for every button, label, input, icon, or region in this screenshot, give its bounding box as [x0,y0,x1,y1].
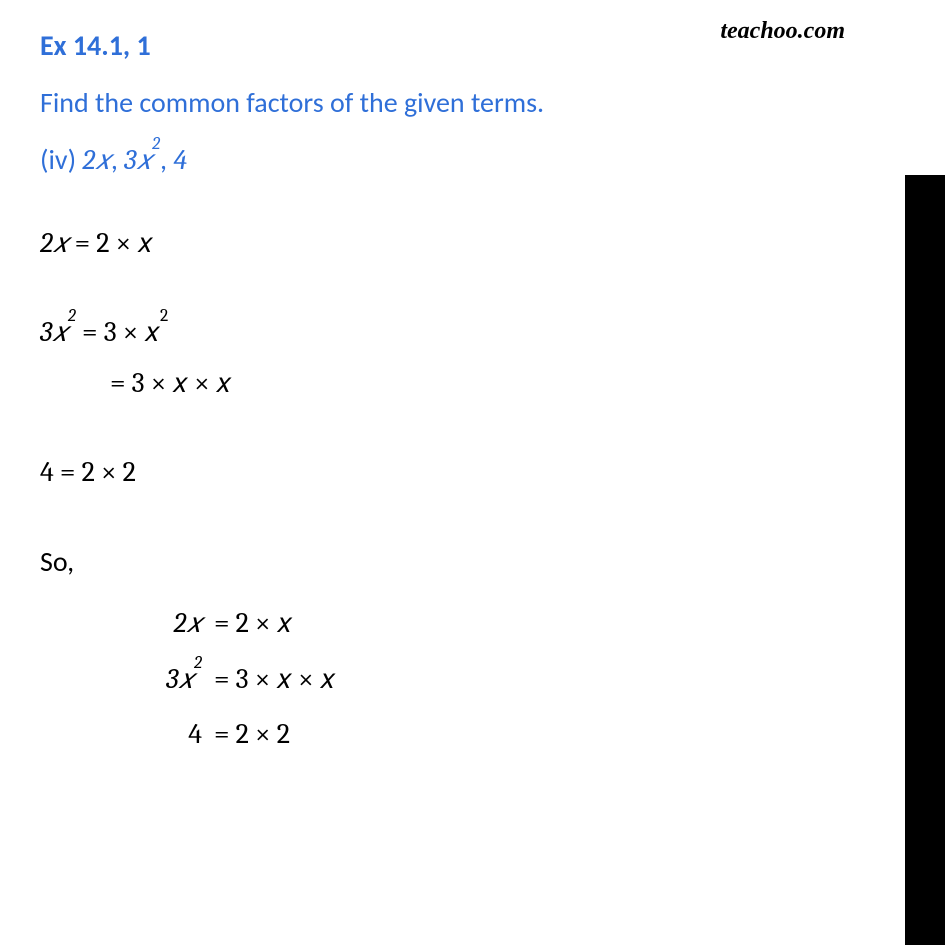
question-subpart: (iv) 2𝑥, 3𝑥2, 4 [40,142,865,177]
page-content: teachoo.com Ex 14.1, 1 Find the common f… [0,0,905,945]
summary-2-rhs: = 3 × 𝑥 × 𝑥 [208,663,335,696]
side-stripe [905,0,945,945]
factor-line-1: 2𝑥 = 2 × 𝑥 [40,227,865,260]
summary-3-lhs: 4 [128,718,208,750]
subpart-label: (iv) [40,142,82,177]
summary-row-1: 2𝑥 = 2 × 𝑥 [128,607,335,640]
factor-1-lhs: 2𝑥 [40,227,68,259]
summary-row-3: 4 = 2 × 2 [128,718,335,750]
factor-1-rhs: = 2 × 𝑥 [68,227,152,259]
summary-block: 2𝑥 = 2 × 𝑥 3𝑥2 = 3 × 𝑥 × 𝑥 4 = 2 × 2 [40,607,865,771]
summary-1-lhs: 2𝑥 [174,607,202,639]
term-2: 3𝑥2 [124,144,160,176]
question-prompt: Find the common factors of the given ter… [40,85,865,120]
solution-body: 2𝑥 = 2 × 𝑥 3𝑥2 = 3 × 𝑥2 = 3 × 𝑥 × 𝑥 4 = … [40,227,865,772]
so-label: So, [40,544,865,579]
factor-2-rhs: = 3 × 𝑥2 [76,316,168,348]
brand-watermark: teachoo.com [720,18,845,45]
summary-2-lhs: 3𝑥2 [166,663,202,695]
term-3: 4 [173,144,187,176]
factor-line-3: 4 = 2 × 2 [40,456,865,488]
factor-line-2b: = 3 × 𝑥 × 𝑥 [40,367,865,400]
summary-3-rhs: = 2 × 2 [208,718,290,750]
summary-row-2: 3𝑥2 = 3 × 𝑥 × 𝑥 [128,662,335,695]
term-1: 2𝑥 [82,144,110,176]
factor-2-lhs: 3𝑥2 [40,316,76,348]
factor-line-2a: 3𝑥2 = 3 × 𝑥2 [40,316,865,349]
summary-1-rhs: = 2 × 𝑥 [208,607,292,640]
side-stripe-top [905,0,945,175]
side-stripe-bottom [905,175,945,945]
